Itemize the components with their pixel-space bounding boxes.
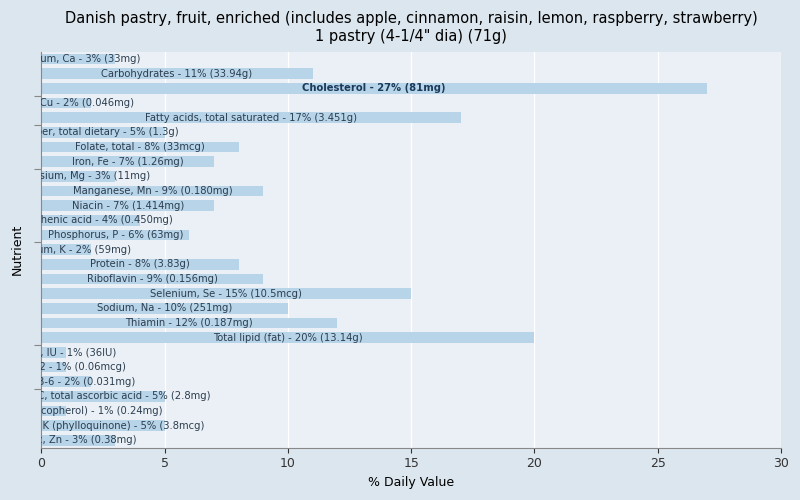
Bar — [42, 127, 165, 138]
Text: Sodium, Na - 10% (251mg): Sodium, Na - 10% (251mg) — [97, 304, 232, 314]
Text: Carbohydrates - 11% (33.94g): Carbohydrates - 11% (33.94g) — [102, 68, 253, 78]
Title: Danish pastry, fruit, enriched (includes apple, cinnamon, raisin, lemon, raspber: Danish pastry, fruit, enriched (includes… — [65, 11, 758, 44]
Text: Magnesium, Mg - 3% (11mg): Magnesium, Mg - 3% (11mg) — [6, 172, 150, 181]
Bar — [42, 318, 338, 328]
Bar — [42, 391, 165, 402]
Text: Riboflavin - 9% (0.156mg): Riboflavin - 9% (0.156mg) — [87, 274, 218, 284]
Bar — [42, 230, 190, 240]
Text: Total lipid (fat) - 20% (13.14g): Total lipid (fat) - 20% (13.14g) — [213, 332, 362, 342]
Bar — [42, 54, 115, 64]
Bar — [42, 259, 238, 270]
Bar — [42, 200, 214, 211]
Bar — [42, 406, 66, 416]
Bar — [42, 98, 90, 108]
Text: Fatty acids, total saturated - 17% (3.451g): Fatty acids, total saturated - 17% (3.45… — [145, 112, 357, 122]
Text: Pantothenic acid - 4% (0.450mg): Pantothenic acid - 4% (0.450mg) — [9, 216, 173, 226]
Text: Vitamin K (phylloquinone) - 5% (3.8mcg): Vitamin K (phylloquinone) - 5% (3.8mcg) — [2, 420, 205, 430]
Bar — [42, 83, 707, 94]
Text: Folate, total - 8% (33mcg): Folate, total - 8% (33mcg) — [75, 142, 205, 152]
Bar — [42, 274, 263, 284]
Text: Phosphorus, P - 6% (63mg): Phosphorus, P - 6% (63mg) — [48, 230, 183, 240]
Text: Potassium, K - 2% (59mg): Potassium, K - 2% (59mg) — [2, 244, 130, 254]
Bar — [42, 332, 534, 343]
Bar — [42, 112, 461, 123]
Bar — [42, 435, 115, 446]
Bar — [42, 347, 66, 358]
Text: Vitamin B-6 - 2% (0.031mg): Vitamin B-6 - 2% (0.031mg) — [0, 376, 136, 386]
Bar — [42, 303, 288, 314]
X-axis label: % Daily Value: % Daily Value — [368, 476, 454, 489]
Text: Copper, Cu - 2% (0.046mg): Copper, Cu - 2% (0.046mg) — [0, 98, 134, 108]
Text: Zinc, Zn - 3% (0.38mg): Zinc, Zn - 3% (0.38mg) — [21, 436, 136, 446]
Bar — [42, 420, 165, 431]
Y-axis label: Nutrient: Nutrient — [11, 224, 24, 275]
Bar — [42, 186, 263, 196]
Text: Calcium, Ca - 3% (33mg): Calcium, Ca - 3% (33mg) — [16, 54, 141, 64]
Bar — [42, 362, 66, 372]
Bar — [42, 171, 115, 181]
Text: Selenium, Se - 15% (10.5mcg): Selenium, Se - 15% (10.5mcg) — [150, 288, 302, 298]
Bar — [42, 142, 238, 152]
Text: Cholesterol - 27% (81mg): Cholesterol - 27% (81mg) — [302, 84, 446, 94]
Text: Vitamin C, total ascorbic acid - 5% (2.8mg): Vitamin C, total ascorbic acid - 5% (2.8… — [0, 392, 210, 402]
Bar — [42, 288, 411, 299]
Text: Manganese, Mn - 9% (0.180mg): Manganese, Mn - 9% (0.180mg) — [73, 186, 232, 196]
Text: Vitamin B-12 - 1% (0.06mcg): Vitamin B-12 - 1% (0.06mcg) — [0, 362, 126, 372]
Text: Fiber, total dietary - 5% (1.3g): Fiber, total dietary - 5% (1.3g) — [28, 128, 178, 138]
Bar — [42, 68, 313, 79]
Text: Protein - 8% (3.83g): Protein - 8% (3.83g) — [90, 260, 190, 270]
Text: Iron, Fe - 7% (1.26mg): Iron, Fe - 7% (1.26mg) — [72, 156, 183, 166]
Bar — [42, 376, 90, 387]
Text: Thiamin - 12% (0.187mg): Thiamin - 12% (0.187mg) — [126, 318, 253, 328]
Bar — [42, 215, 140, 226]
Bar — [42, 244, 90, 255]
Text: Vitamin E (alpha-tocopherol) - 1% (0.24mg): Vitamin E (alpha-tocopherol) - 1% (0.24m… — [0, 406, 162, 416]
Text: Niacin - 7% (1.414mg): Niacin - 7% (1.414mg) — [72, 200, 184, 210]
Text: Vitamin A, IU - 1% (36IU): Vitamin A, IU - 1% (36IU) — [0, 348, 116, 358]
Bar — [42, 156, 214, 167]
